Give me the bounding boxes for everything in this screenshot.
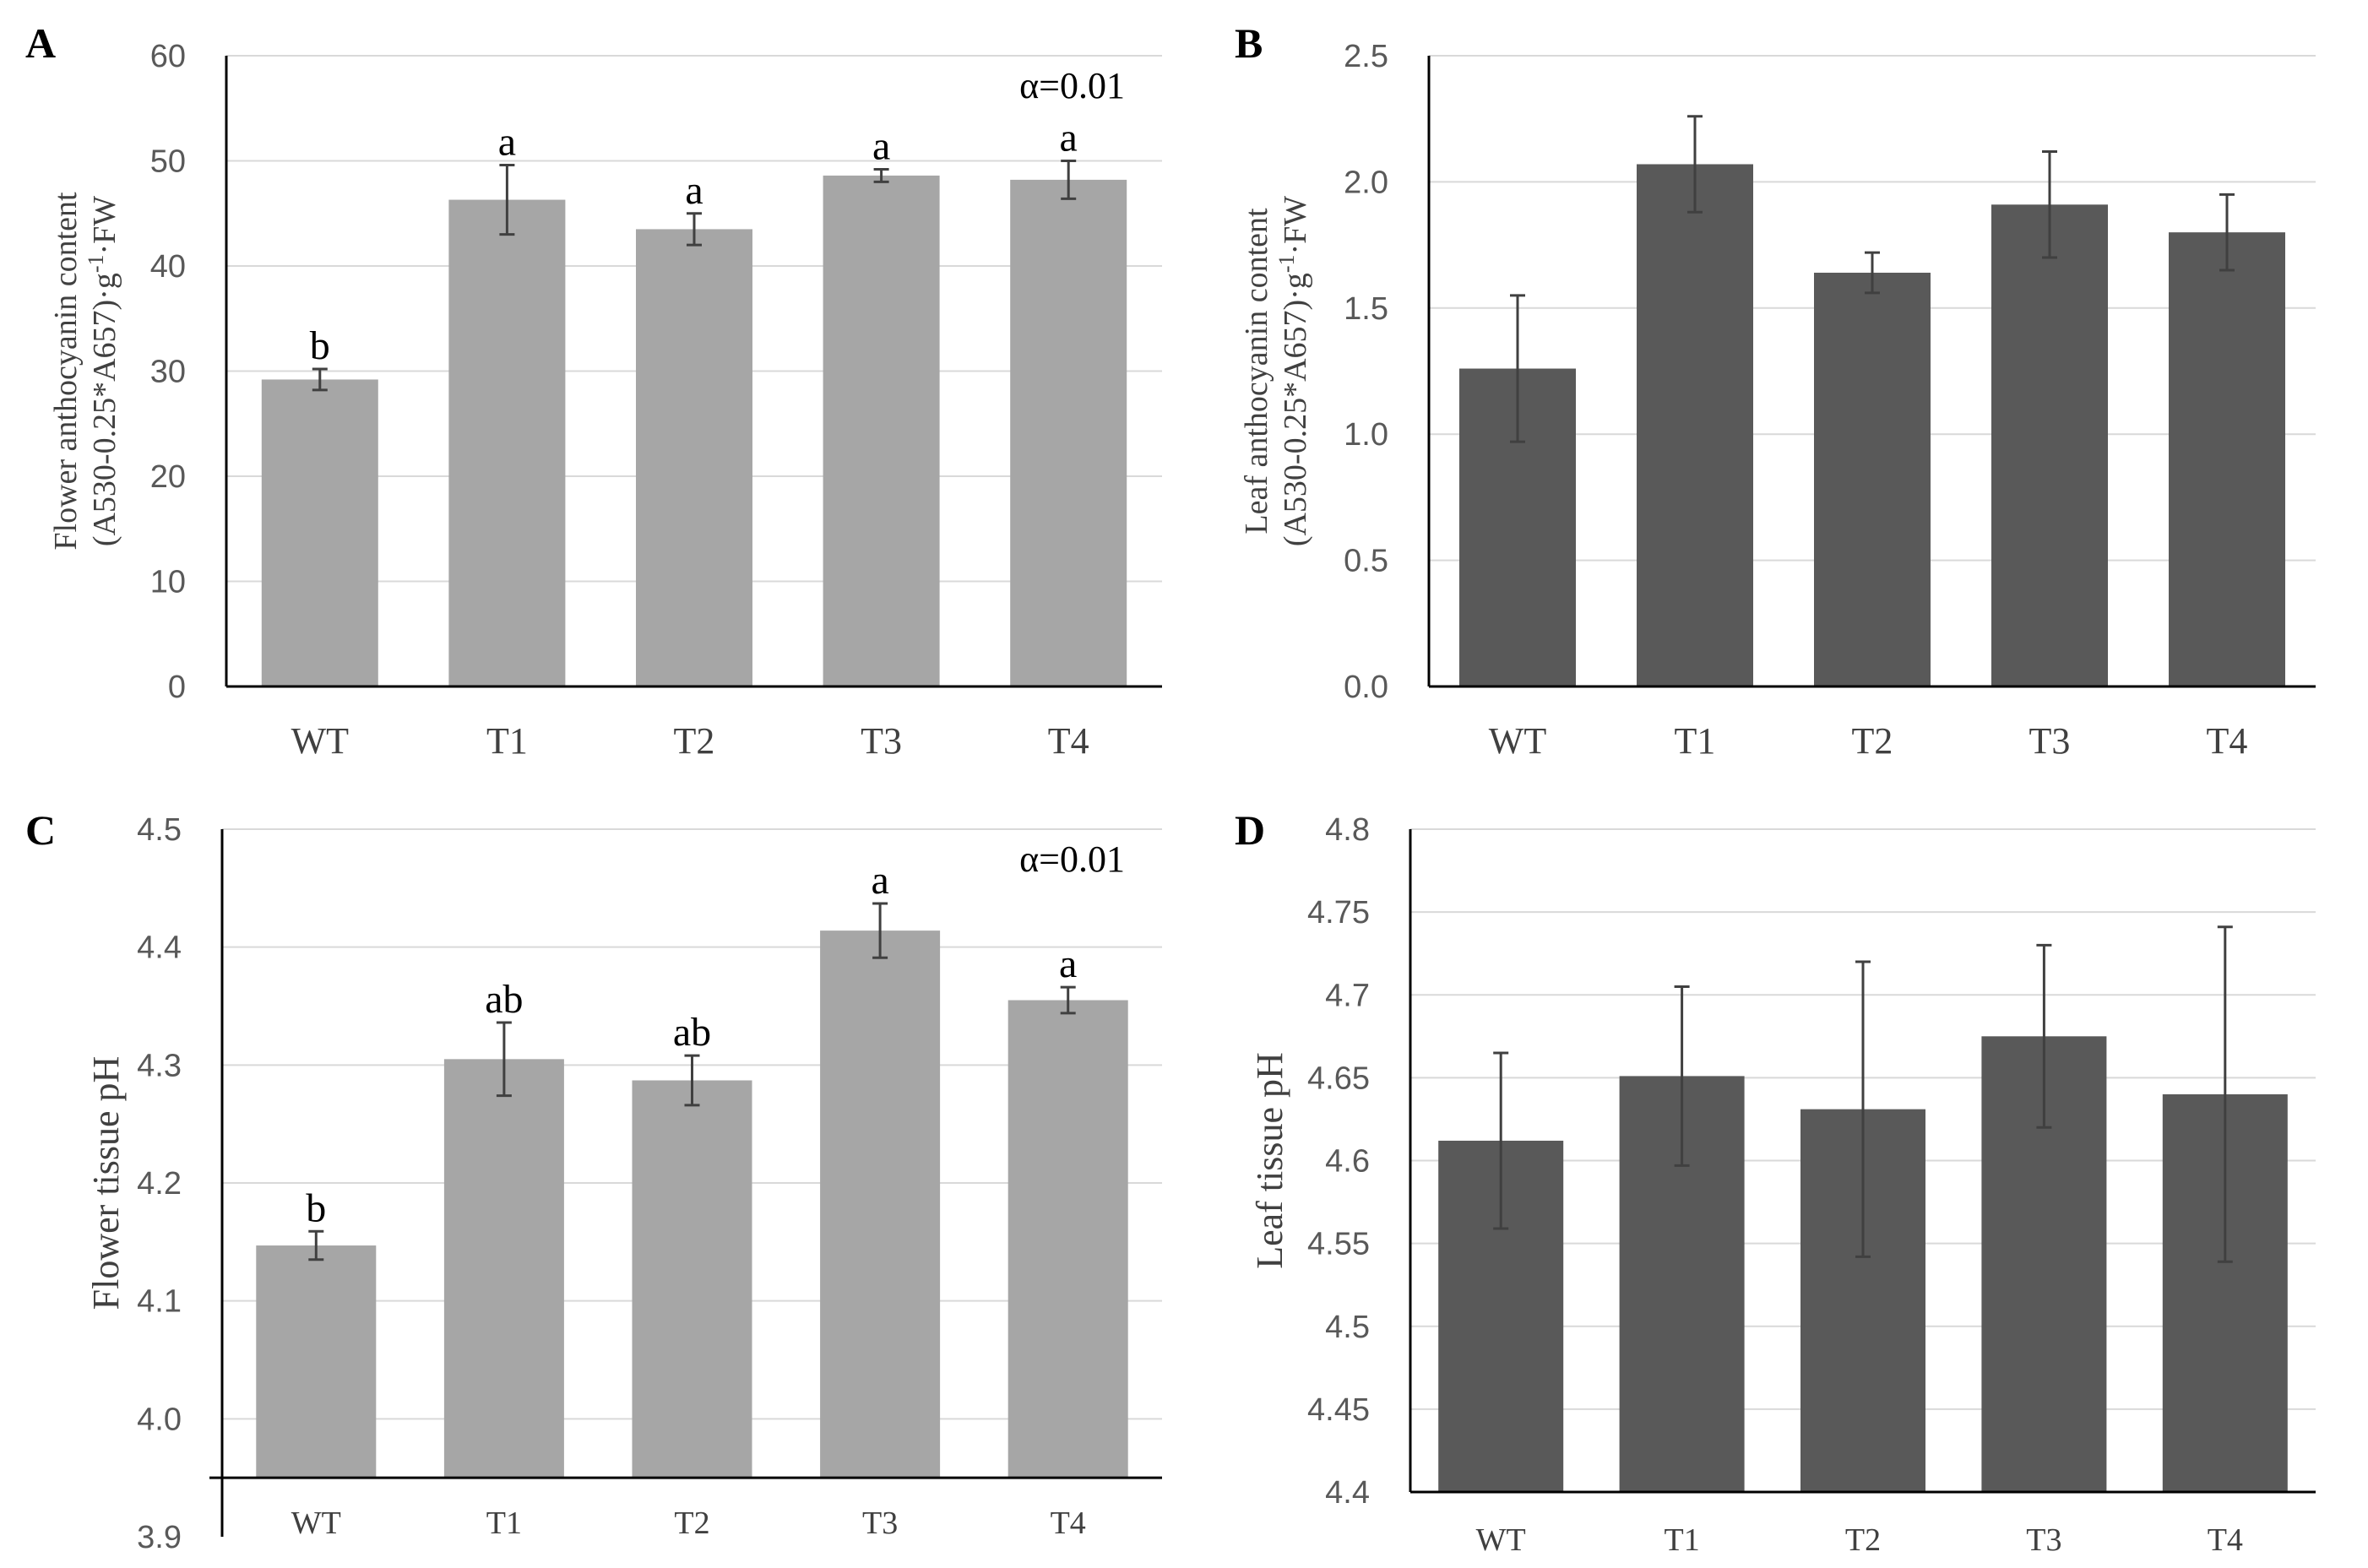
y-tick-label: 4.8 bbox=[1325, 812, 1370, 848]
y-tick-label: 1.5 bbox=[1344, 291, 1388, 327]
y-tick-label: 4.4 bbox=[1325, 1475, 1370, 1511]
y-tick-label: 30 bbox=[150, 355, 186, 390]
significance-label: ab bbox=[485, 977, 523, 1022]
x-tick-label: T1 bbox=[1664, 1522, 1699, 1558]
y-tick-label: 4.6 bbox=[1325, 1144, 1370, 1180]
panel-a: A 0 10 20 30 40 50 60 b WT a T1 a T2 a T3 a T4 α=0.01 Flowe… bbox=[25, 19, 1162, 762]
x-tick-label: T3 bbox=[862, 1506, 898, 1541]
y-axis-label: Leaf anthocyanin content bbox=[1239, 208, 1274, 534]
x-tick-label: T1 bbox=[486, 720, 528, 762]
y-tick-label: 4.7 bbox=[1325, 978, 1370, 1013]
panel-b: B 0.0 0.5 1.0 1.5 2.0 2.5 WT T1 T2 T3 T4 Leaf anthoc… bbox=[1235, 19, 2316, 762]
y-tick-label: 4.3 bbox=[137, 1048, 182, 1083]
y-tick-label: 0.0 bbox=[1344, 670, 1388, 705]
y-tick-label: 10 bbox=[150, 565, 186, 600]
bar bbox=[256, 1245, 377, 1478]
y-tick-label: 60 bbox=[150, 39, 186, 74]
y-tick-label: 0 bbox=[168, 670, 186, 705]
panel-c: C 3.9 4.0 4.1 4.2 4.3 4.4 4.5 b WT ab T1 ab T2 a T3 a T4 α… bbox=[25, 806, 1162, 1555]
y-tick-label: 1.0 bbox=[1344, 417, 1388, 453]
y-tick-label: 4.55 bbox=[1307, 1227, 1370, 1262]
units-tail: ·FW bbox=[1278, 196, 1313, 255]
y-tick-label: 40 bbox=[150, 249, 186, 285]
x-tick-label: T3 bbox=[2029, 720, 2071, 762]
bar bbox=[448, 199, 566, 686]
y-tick-label: 4.4 bbox=[137, 930, 182, 966]
bar bbox=[820, 930, 941, 1478]
bar bbox=[1637, 164, 1753, 686]
x-tick-label: WT bbox=[291, 1506, 341, 1541]
significance-label: ab bbox=[673, 1010, 711, 1055]
x-tick-label: T1 bbox=[1675, 720, 1716, 762]
bar bbox=[2169, 232, 2285, 686]
bar bbox=[261, 379, 378, 686]
y-tick-label: 4.65 bbox=[1307, 1061, 1370, 1096]
x-tick-label: WT bbox=[1476, 1522, 1526, 1558]
units-superscript: -1 bbox=[1274, 254, 1299, 273]
panel-letter: B bbox=[1235, 19, 1263, 67]
x-tick-label: T4 bbox=[2208, 1522, 2243, 1558]
bar bbox=[1010, 179, 1127, 686]
significance-label: a bbox=[1059, 941, 1077, 986]
x-tick-label: T4 bbox=[2207, 720, 2248, 762]
y-tick-label: 4.0 bbox=[137, 1402, 182, 1437]
x-tick-label: T1 bbox=[486, 1506, 522, 1541]
y-tick-label: 4.5 bbox=[1325, 1310, 1370, 1345]
significance-label: a bbox=[1060, 116, 1078, 160]
y-tick-label: 4.1 bbox=[137, 1284, 182, 1320]
x-tick-label: T2 bbox=[674, 720, 715, 762]
significance-label: b bbox=[310, 323, 330, 368]
panel-letter: C bbox=[25, 806, 56, 854]
alpha-annotation: α=0.01 bbox=[1019, 838, 1125, 880]
significance-label: a bbox=[871, 858, 888, 903]
bar bbox=[823, 175, 940, 686]
bar bbox=[1814, 272, 1931, 686]
y-axis-label: Leaf tissue pH bbox=[1249, 1052, 1290, 1269]
y-tick-label: 3.9 bbox=[137, 1520, 182, 1555]
bar bbox=[443, 1059, 564, 1478]
units-tail: ·FW bbox=[87, 196, 122, 255]
x-tick-label: T3 bbox=[861, 720, 902, 762]
significance-label: b bbox=[306, 1185, 326, 1230]
bar bbox=[636, 229, 752, 686]
x-tick-label: T4 bbox=[1051, 1506, 1086, 1541]
y-tick-label: 4.75 bbox=[1307, 895, 1370, 930]
x-tick-label: T2 bbox=[674, 1506, 709, 1541]
x-tick-label: T2 bbox=[1852, 720, 1893, 762]
x-tick-label: WT bbox=[291, 720, 350, 762]
bar bbox=[632, 1080, 752, 1478]
significance-label: a bbox=[498, 119, 516, 164]
bar bbox=[1991, 204, 2108, 687]
y-tick-label: 4.45 bbox=[1307, 1392, 1370, 1428]
y-axis-label: Flower tissue pH bbox=[85, 1056, 127, 1310]
y-axis-label-units: (A530-0.25*A657)·g-1·FW bbox=[1274, 196, 1313, 546]
y-tick-label: 20 bbox=[150, 459, 186, 495]
y-tick-label: 2.5 bbox=[1344, 39, 1388, 74]
y-axis-label-units: (A530-0.25*A657)·g-1·FW bbox=[84, 196, 122, 546]
bar bbox=[1007, 1000, 1128, 1478]
units-main: (A530-0.25*A657)·g bbox=[1278, 273, 1313, 546]
y-tick-label: 50 bbox=[150, 144, 186, 180]
panel-letter: D bbox=[1235, 806, 1265, 854]
significance-label: a bbox=[685, 168, 703, 213]
units-superscript: -1 bbox=[84, 254, 108, 273]
y-tick-label: 4.2 bbox=[137, 1166, 182, 1202]
panel-d: D 4.4 4.45 4.5 4.55 4.6 4.65 4.7 4.75 4.8 WT T1 T2 T3… bbox=[1235, 806, 2316, 1558]
units-main: (A530-0.25*A657)·g bbox=[87, 273, 122, 546]
panel-letter: A bbox=[25, 19, 56, 67]
x-tick-label: T2 bbox=[1845, 1522, 1881, 1558]
x-tick-label: T3 bbox=[2026, 1522, 2061, 1558]
y-tick-label: 0.5 bbox=[1344, 544, 1388, 579]
x-tick-label: T4 bbox=[1048, 720, 1089, 762]
y-tick-label: 4.5 bbox=[137, 812, 182, 848]
significance-label: a bbox=[872, 123, 890, 168]
y-tick-label: 2.0 bbox=[1344, 165, 1388, 200]
x-tick-label: WT bbox=[1489, 720, 1547, 762]
alpha-annotation: α=0.01 bbox=[1019, 65, 1125, 106]
y-axis-label: Flower anthocyanin content bbox=[48, 192, 84, 551]
